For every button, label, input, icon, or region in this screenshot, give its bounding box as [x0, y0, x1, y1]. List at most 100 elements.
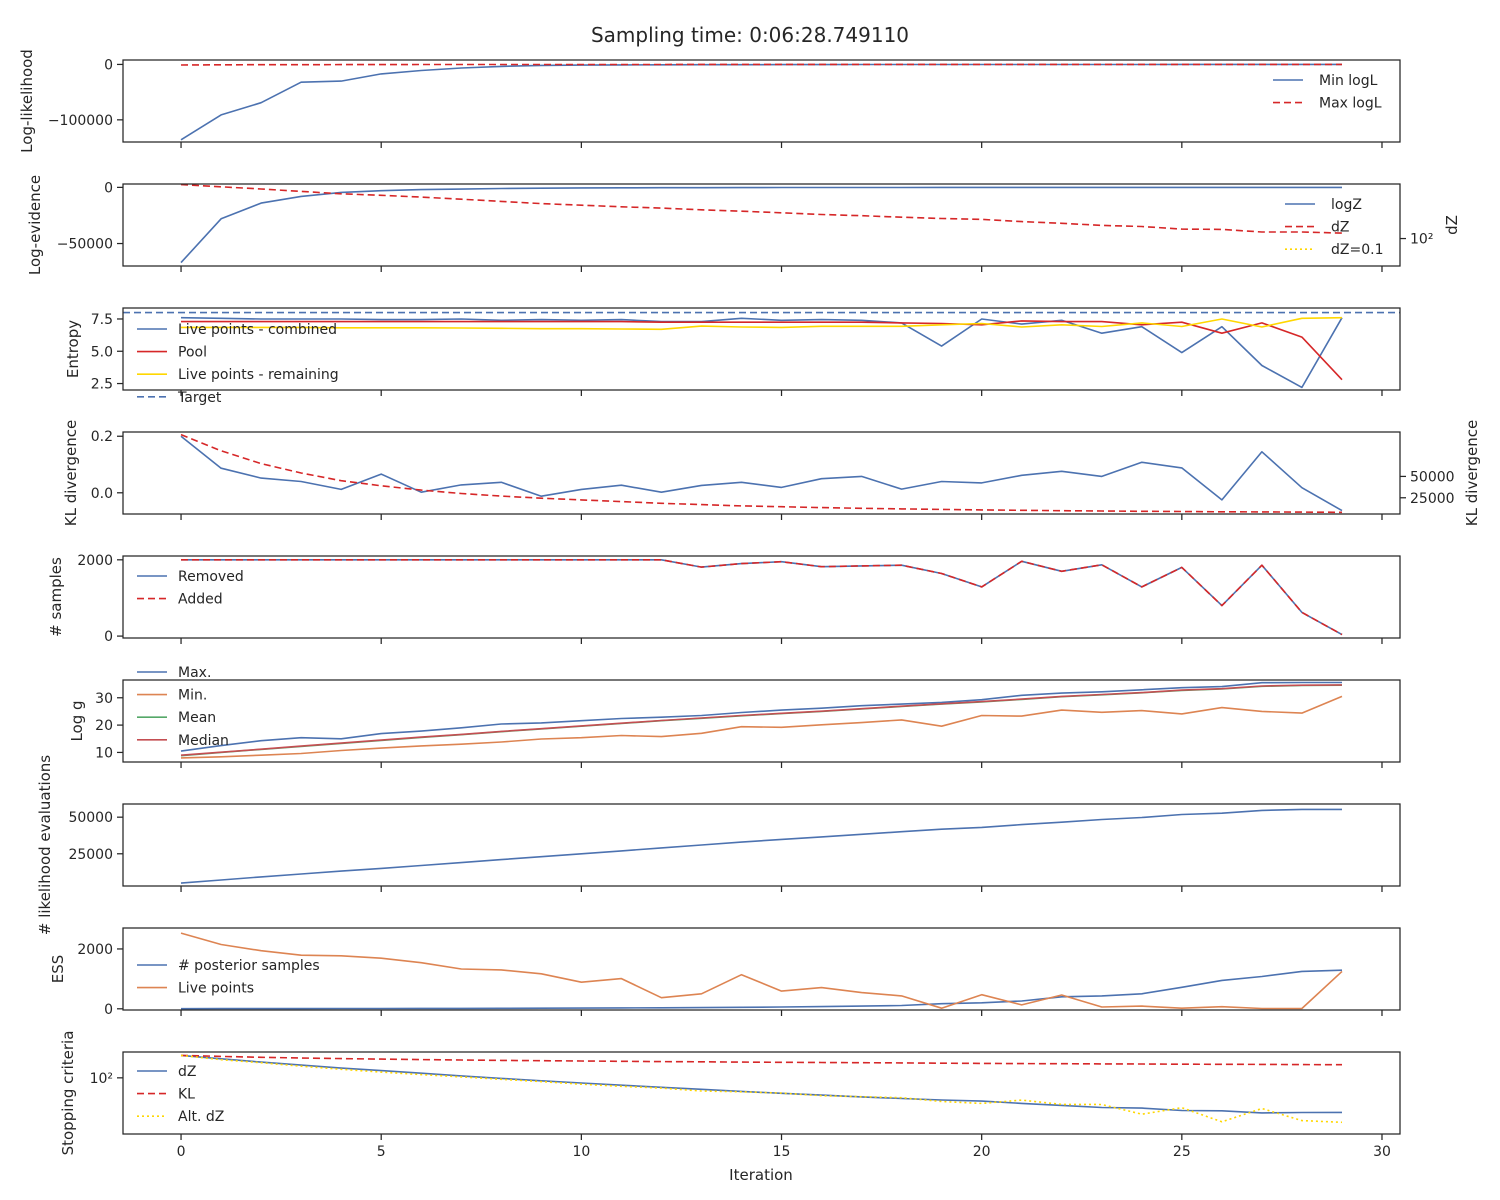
axes-frame [122, 1051, 1401, 1135]
axes-frame [122, 307, 1401, 391]
y-axis-label: KL divergence [62, 420, 80, 526]
panel-8: 2000 0 ESS # posterior samples Live points [49, 927, 1401, 1018]
panel-5: 2000 0 # samples Removed Added [47, 553, 1401, 645]
y2-tick-label: 25000 [1410, 491, 1455, 507]
y-tick-label: 2000 [77, 553, 113, 569]
axes-frame [122, 679, 1401, 763]
y-axis-label: Entropy [64, 320, 82, 378]
panel-9: 0 5 10 15 20 25 30 10² Stopping criteria dZ KL Alt.… [59, 1031, 1401, 1160]
series-group [123, 311, 1400, 389]
series-line-live-points-combined [180, 316, 1343, 389]
legend-label: Removed [178, 569, 244, 585]
series-line-likelihood-evaluations [180, 808, 1342, 884]
legend-label: Live points - combined [178, 322, 337, 338]
y2-tick-label: 10² [1410, 232, 1433, 248]
series-line-removed [181, 558, 1343, 636]
series-line-min [180, 695, 1343, 759]
y-tick-label: 0 [104, 180, 113, 196]
panel-6: 30 20 10 Log g Max. Min. Mean Median [68, 665, 1401, 768]
legend: Live points - combined Pool Live points - … [137, 322, 339, 406]
series-line-live-points-remaining [181, 316, 1343, 331]
axes-frame [122, 431, 1401, 515]
legend-label: Pool [178, 345, 207, 361]
series-line-alt-dz [180, 1054, 1343, 1124]
series-line-kl [180, 1054, 1343, 1066]
legend: logZ dZ dZ=0.1 [1285, 197, 1383, 258]
series-line-posterior-samples [180, 969, 1343, 1010]
series-group [180, 808, 1342, 884]
x-axis-label: Iteration [729, 1166, 793, 1184]
legend: Min logL Max logL [1273, 73, 1382, 112]
series-group [181, 558, 1343, 636]
axes-frame [122, 927, 1401, 1011]
y-tick-label: 50000 [68, 810, 113, 826]
series-line-kl-pool [180, 433, 1343, 514]
legend: # posterior samples Live points [137, 958, 320, 997]
legend-label: Alt. dZ [178, 1109, 224, 1125]
y-axis-label: # samples [47, 557, 65, 637]
legend: Removed Added [137, 569, 244, 608]
legend-label: Mean [178, 710, 216, 726]
y-axis-label: Log g [68, 700, 86, 741]
panel-2: 0 −50000 10² Log-evidence dZ logZ dZ dZ=0.1 [26, 175, 1461, 275]
y2-tick-label: 50000 [1410, 469, 1455, 485]
series-line-live-points [180, 932, 1343, 1010]
y-axis-label: # likelihood evaluations [36, 755, 54, 935]
y-axis-label: Log-likelihood [18, 49, 36, 153]
x-tick-label: 20 [973, 1144, 991, 1160]
y-tick-label: −50000 [57, 237, 113, 253]
legend: Max. Min. Mean Median [137, 665, 229, 749]
legend-label: Min. [178, 688, 207, 704]
series-line-min-logl [180, 63, 1342, 141]
x-tick-label: 15 [773, 1144, 791, 1160]
legend-label: Added [178, 592, 223, 608]
series-line-pool [181, 320, 1343, 381]
legend-label: Max logL [1319, 96, 1382, 112]
panel-1: 0 −100000 Log-likelihood Min logL Max logL [18, 49, 1401, 153]
series-group [180, 1054, 1343, 1124]
legend: dZ KL Alt. dZ [137, 1064, 224, 1125]
y-axis-label: Log-evidence [26, 175, 44, 275]
y-tick-label: −100000 [48, 113, 113, 129]
x-tick-label: 25 [1173, 1144, 1191, 1160]
y-tick-label: 10 [95, 745, 113, 761]
legend-label: dZ=0.1 [1331, 242, 1383, 258]
y-tick-label: 20 [95, 718, 113, 734]
y-tick-label: 0 [104, 1002, 113, 1018]
legend-label: dZ [178, 1064, 196, 1080]
panel-4: 0.2 0.0 50000 25000 KL divergence KL divergen… [62, 420, 1481, 526]
x-tick-label: 5 [377, 1144, 386, 1160]
y-tick-label: 2.5 [91, 377, 113, 393]
figure-title: Sampling time: 0:06:28.749110 [591, 23, 909, 47]
series-group [180, 433, 1343, 514]
legend-label: Median [178, 733, 229, 749]
legend-label: Live points [178, 981, 254, 997]
series-group [180, 63, 1342, 141]
series-line-max-logl [180, 63, 1342, 66]
legend-label: dZ [1331, 220, 1349, 236]
axes-frame [122, 555, 1401, 639]
series-line-mean [180, 684, 1343, 757]
series-group [180, 681, 1343, 759]
y-tick-label: 0.2 [91, 429, 113, 445]
axes-frame [122, 59, 1401, 143]
y2-axis-label: dZ [1443, 215, 1461, 235]
legend-label: logZ [1331, 197, 1362, 213]
y-tick-label: 0.0 [91, 486, 113, 502]
legend-label: Max. [178, 665, 211, 681]
series-line-logz [180, 186, 1342, 264]
series-line-added [181, 558, 1343, 636]
y-tick-label: 30 [95, 691, 113, 707]
legend-label: Live points - remaining [178, 367, 339, 383]
y-axis-label: Stopping criteria [59, 1031, 77, 1156]
x-tick-label: 30 [1373, 1144, 1391, 1160]
y-tick-label: 2000 [77, 942, 113, 958]
y-axis-label: ESS [49, 955, 67, 984]
series-line-median [180, 684, 1343, 756]
series-group [180, 184, 1343, 264]
series-line-dz [180, 184, 1343, 234]
y2-axis-label: KL divergence [1463, 420, 1481, 526]
axes-frame [122, 183, 1401, 267]
y-tick-label: 10² [90, 1071, 113, 1087]
